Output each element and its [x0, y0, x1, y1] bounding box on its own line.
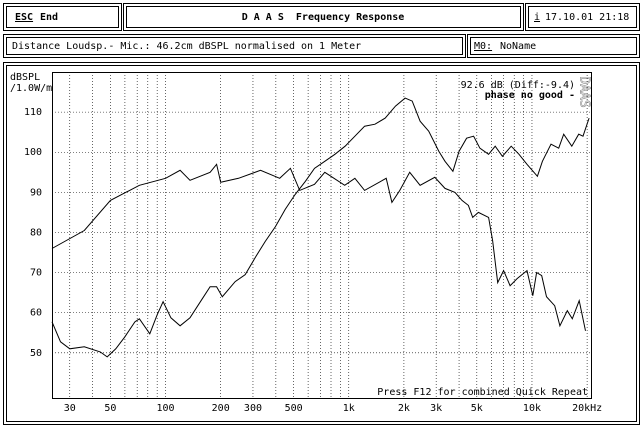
- y-axis-label: dBSPL: [10, 72, 40, 83]
- response-curve: [51, 163, 586, 331]
- title-box-inner: [126, 6, 521, 28]
- description-box-inner: [6, 37, 463, 55]
- x-tick-label: 100: [157, 403, 175, 414]
- y-tick-label: 60: [30, 308, 42, 319]
- memory-box: [467, 34, 640, 58]
- watermark: DAAS: [577, 76, 592, 107]
- x-tick-label: 20kHz: [572, 403, 602, 414]
- chart-frame: [3, 62, 640, 425]
- x-tick-label: 1k: [343, 403, 355, 414]
- x-tick-label: 300: [244, 403, 262, 414]
- esc-box-inner: [6, 6, 119, 28]
- esc-action[interactable]: End: [40, 12, 58, 23]
- description-box: [3, 34, 466, 58]
- x-tick-label: 500: [285, 403, 303, 414]
- info-key[interactable]: i: [534, 12, 540, 23]
- x-tick-label: 3k: [430, 403, 442, 414]
- description: Distance Loudsp.- Mic.: 46.2cm dBSPL nor…: [12, 41, 361, 52]
- date-box: [525, 3, 640, 31]
- memory-key[interactable]: M0:: [474, 41, 492, 52]
- datetime: 17.10.01 21:18: [545, 12, 629, 23]
- y-tick-label: 70: [30, 268, 42, 279]
- y-tick-label: 90: [30, 187, 42, 198]
- y-tick-label: 80: [30, 227, 42, 238]
- esc-key[interactable]: ESC: [15, 12, 33, 23]
- y-tick-label: 110: [24, 107, 42, 118]
- memory-box-inner: [470, 37, 637, 55]
- annotation: 92.6 dB (Diff:-9.4): [461, 80, 575, 91]
- x-tick-label: 200: [212, 403, 230, 414]
- annotation: phase no good -: [485, 90, 575, 101]
- chart-frame-inner: [6, 65, 637, 422]
- x-tick-label: 50: [104, 403, 116, 414]
- plot-area: [52, 72, 592, 399]
- x-tick-label: 30: [64, 403, 76, 414]
- title: D A A S Frequency Response: [242, 12, 405, 23]
- esc-box[interactable]: [3, 3, 122, 31]
- x-tick-label: 2k: [398, 403, 410, 414]
- x-tick-label: 5k: [471, 403, 483, 414]
- x-tick-label: 10k: [523, 403, 541, 414]
- y-tick-label: 50: [30, 348, 42, 359]
- date-box-inner: [528, 6, 637, 28]
- y-tick-label: 100: [24, 147, 42, 158]
- memory-name: NoName: [500, 41, 536, 52]
- footer-hint: Press F12 for combined Quick Repeat: [377, 387, 588, 398]
- response-curve: [51, 97, 590, 358]
- y-axis-unit: /1.0W/m: [10, 83, 52, 94]
- title-box: [123, 3, 524, 31]
